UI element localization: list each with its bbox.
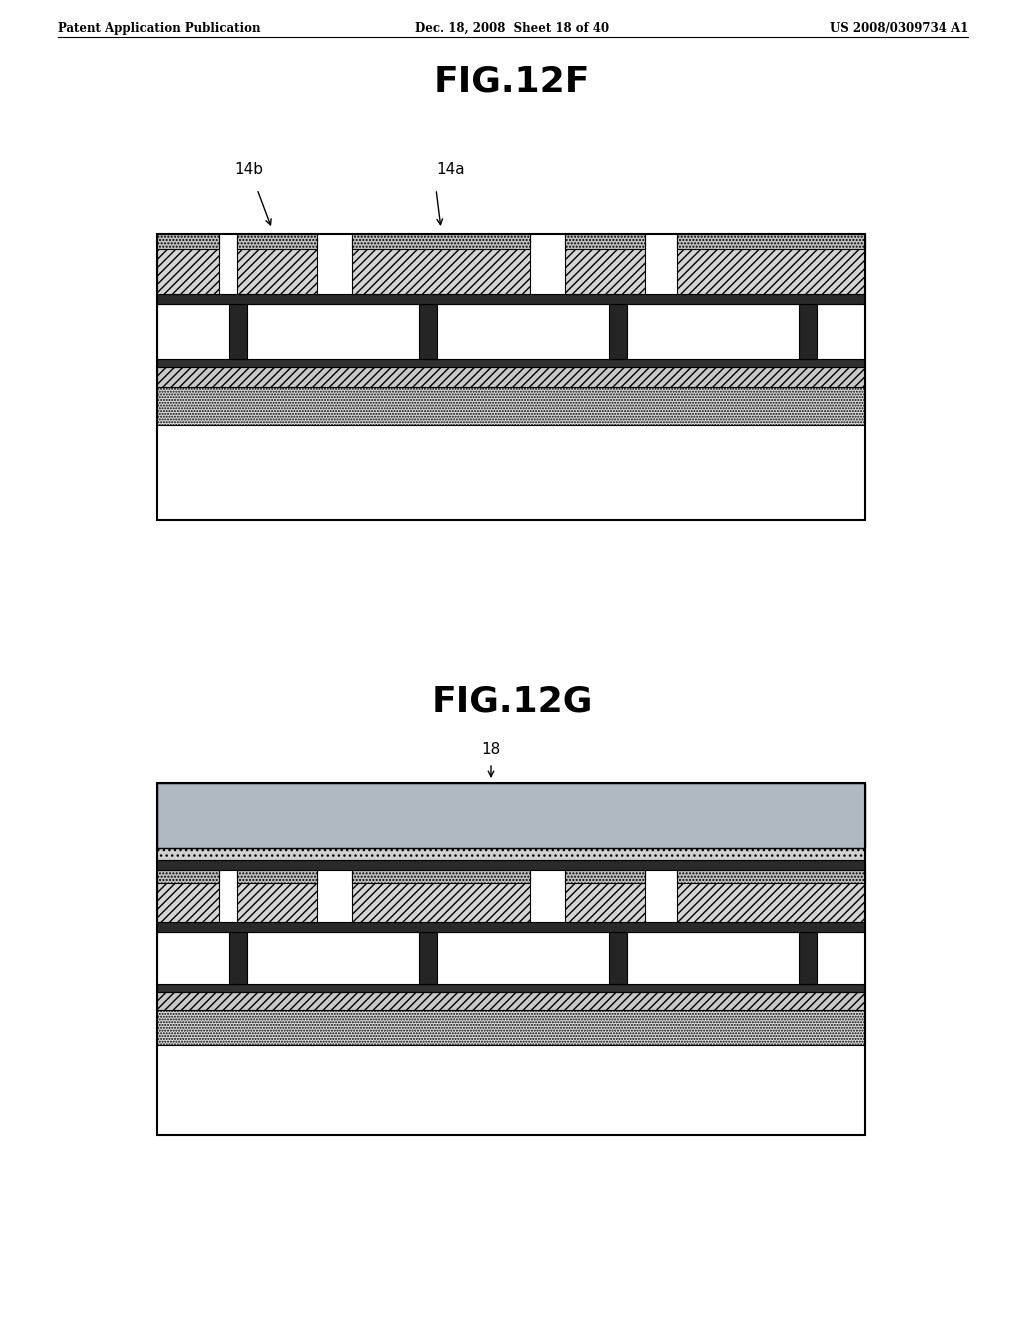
Bar [352, 234, 530, 249]
Bar [157, 870, 219, 883]
Bar [352, 234, 530, 294]
Bar [609, 304, 627, 359]
Bar [677, 870, 865, 921]
Bar [419, 304, 437, 359]
Bar [157, 921, 865, 932]
Bar [157, 861, 865, 870]
Text: 14a: 14a [436, 162, 465, 177]
Bar [565, 870, 645, 921]
Bar [352, 870, 530, 883]
Bar [157, 993, 865, 1010]
Bar [157, 847, 865, 861]
Bar [229, 932, 247, 983]
Bar [157, 983, 865, 993]
Text: 14b: 14b [234, 162, 263, 177]
Text: FIG.12F: FIG.12F [434, 65, 590, 99]
Bar [157, 304, 865, 359]
Bar [157, 234, 219, 294]
Bar [565, 234, 645, 294]
Bar [237, 234, 317, 294]
Text: US 2008/0309734 A1: US 2008/0309734 A1 [829, 22, 968, 36]
Bar [157, 387, 865, 425]
Bar [157, 783, 865, 847]
Bar [352, 870, 530, 921]
Text: FIG.12G: FIG.12G [431, 685, 593, 719]
Bar [229, 304, 247, 359]
Text: Dec. 18, 2008  Sheet 18 of 40: Dec. 18, 2008 Sheet 18 of 40 [415, 22, 609, 36]
Text: 18: 18 [481, 742, 501, 756]
Bar [157, 783, 865, 1135]
Bar [677, 234, 865, 249]
Bar [565, 234, 645, 249]
Bar [157, 359, 865, 367]
Bar [157, 425, 865, 520]
Text: Patent Application Publication: Patent Application Publication [58, 22, 260, 36]
Bar [609, 932, 627, 983]
Bar [157, 367, 865, 387]
Bar [157, 870, 219, 921]
Bar [799, 304, 817, 359]
Bar [157, 234, 219, 249]
Bar [565, 870, 645, 883]
Bar [157, 294, 865, 304]
Bar [157, 1045, 865, 1135]
Bar [157, 932, 865, 983]
Bar [237, 870, 317, 921]
Bar [237, 870, 317, 883]
Bar [799, 932, 817, 983]
Bar [677, 870, 865, 883]
Bar [157, 234, 865, 520]
Bar [677, 234, 865, 294]
Bar [419, 932, 437, 983]
Bar [237, 234, 317, 249]
Bar [157, 1010, 865, 1045]
